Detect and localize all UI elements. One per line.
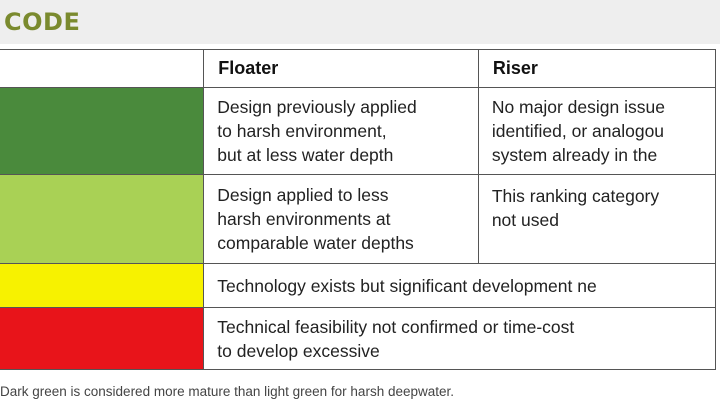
floater-cell-light-green: Design applied to less harsh environment…	[203, 174, 479, 264]
table-row-yellow: Technology exists but significant develo…	[0, 263, 716, 308]
page-title: CODE	[4, 8, 81, 36]
cell-line: harsh environments at	[217, 209, 391, 229]
color-swatch-yellow	[0, 263, 205, 308]
table-row-dark-green: Design previously applied to harsh envir…	[0, 87, 717, 175]
ranking-table: Floater Riser Design previously applied …	[0, 49, 717, 370]
table-row-light-green: Design applied to less harsh environment…	[0, 174, 717, 264]
color-swatch-light-green	[0, 174, 205, 264]
cell-line: Design applied to less	[217, 185, 389, 205]
cell-line: Technical feasibility not confirmed or t…	[217, 316, 575, 337]
header-row: Floater Riser	[0, 49, 717, 88]
cell-line: comparable water depths	[217, 233, 414, 253]
header-blank-cell	[0, 49, 205, 88]
table-row-red: Technical feasibility not confirmed or t…	[0, 307, 716, 370]
cell-line: Technology exists but significant develo…	[217, 275, 597, 296]
floater-cell-dark-green: Design previously applied to harsh envir…	[203, 87, 479, 175]
cell-line: Design previously applied	[217, 97, 417, 117]
cell-line: system already in the	[491, 145, 658, 165]
cell-line: This ranking category	[491, 186, 660, 206]
column-header-riser: Riser	[477, 49, 717, 88]
cell-line: to develop excessive	[217, 340, 380, 361]
merged-cell-yellow: Technology exists but significant develo…	[203, 263, 716, 308]
riser-cell-light-green: This ranking category not used	[477, 174, 717, 264]
merged-cell-red: Technical feasibility not confirmed or t…	[203, 307, 716, 370]
cell-line: No major design issue	[491, 97, 665, 117]
footnote: Dark green is considered more mature tha…	[0, 384, 454, 399]
color-swatch-dark-green	[0, 87, 205, 175]
cell-line: to harsh environment,	[217, 121, 387, 141]
column-header-floater: Floater	[203, 49, 479, 88]
color-swatch-red	[0, 307, 205, 370]
cell-line: not used	[491, 210, 559, 230]
title-band: CODE	[0, 0, 720, 44]
cell-line: but at less water depth	[217, 145, 394, 165]
riser-cell-dark-green: No major design issue identified, or ana…	[477, 87, 717, 175]
cell-line: identified, or analogou	[491, 121, 665, 141]
